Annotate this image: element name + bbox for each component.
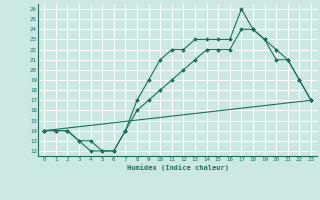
X-axis label: Humidex (Indice chaleur): Humidex (Indice chaleur): [127, 164, 228, 171]
